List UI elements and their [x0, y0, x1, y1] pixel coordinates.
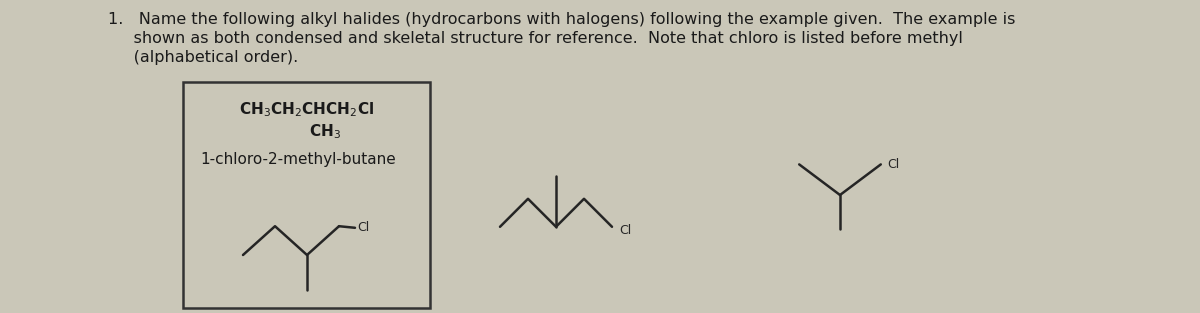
Text: CH$_3$CH$_2$CHCH$_2$Cl: CH$_3$CH$_2$CHCH$_2$Cl: [240, 100, 374, 119]
Text: Cl: Cl: [358, 221, 370, 234]
Text: (alphabetical order).: (alphabetical order).: [108, 50, 299, 65]
Text: 1.   Name the following alkyl halides (hydrocarbons with halogens) following the: 1. Name the following alkyl halides (hyd…: [108, 12, 1015, 27]
Bar: [182, 82, 430, 308]
Text: Cl: Cl: [887, 158, 899, 171]
Text: 1-chloro-2-methyl-butane: 1-chloro-2-methyl-butane: [200, 152, 396, 167]
Text: Cl: Cl: [619, 224, 632, 238]
Text: shown as both condensed and skeletal structure for reference.  Note that chloro : shown as both condensed and skeletal str…: [108, 31, 962, 46]
Text: CH$_3$: CH$_3$: [310, 122, 341, 141]
